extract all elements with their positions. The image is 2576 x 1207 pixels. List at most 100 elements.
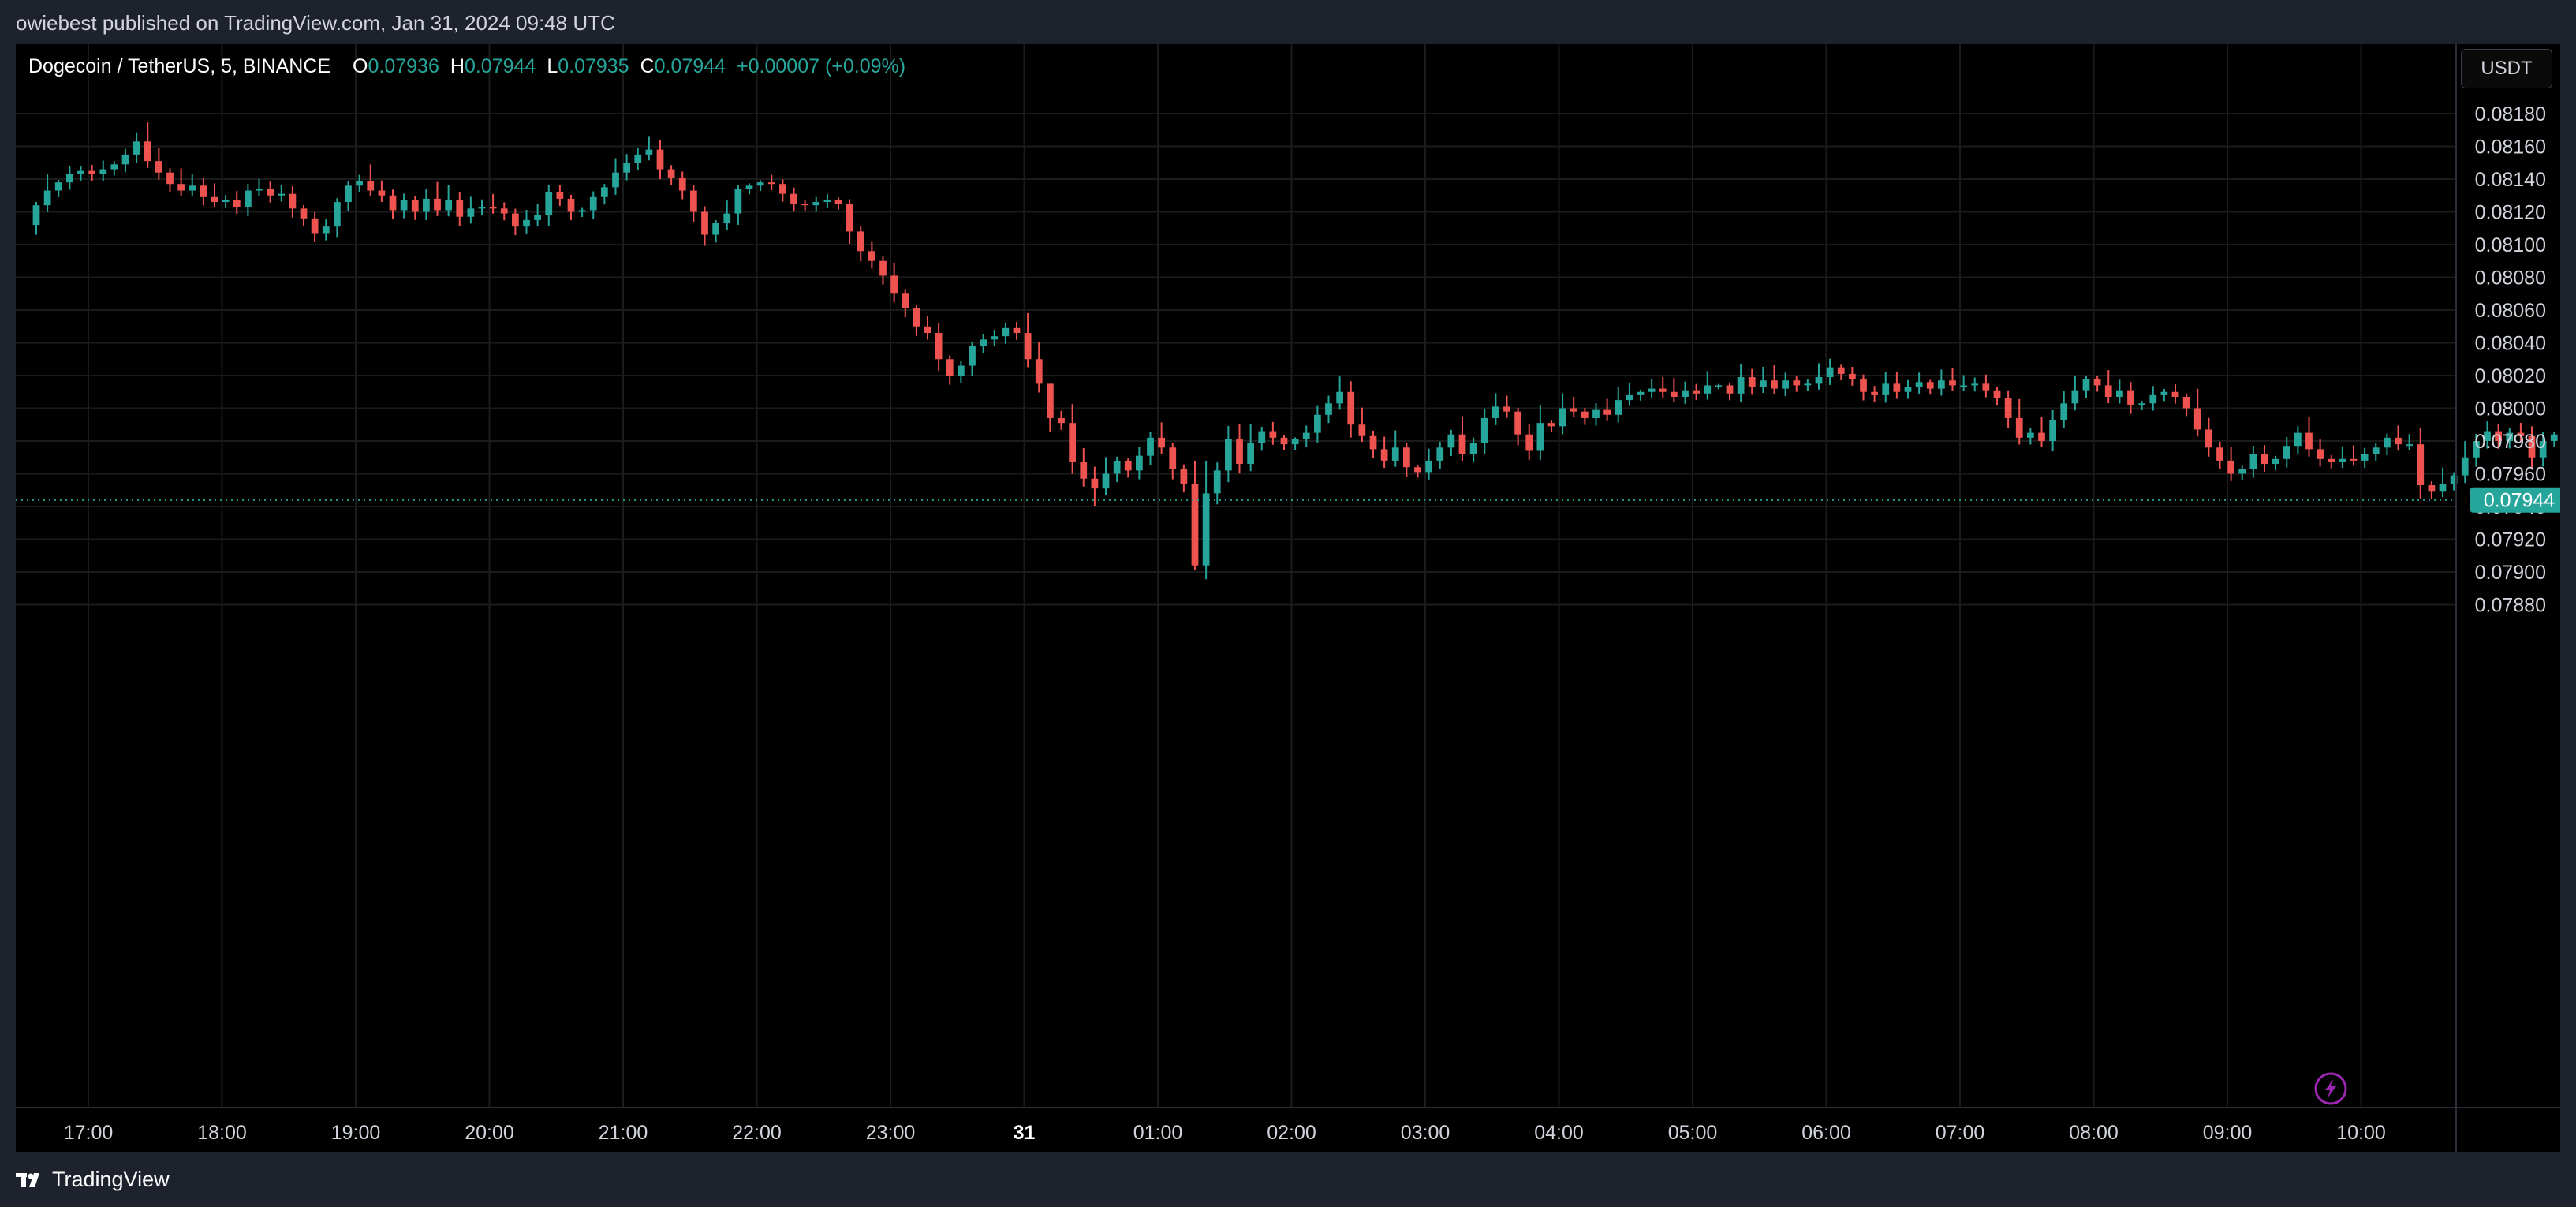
x-tick-label: 22:00 — [732, 1122, 782, 1144]
candle-body — [411, 200, 419, 212]
candle-body — [2283, 446, 2290, 459]
candle-body — [890, 275, 898, 294]
x-tick-label: 23:00 — [866, 1122, 916, 1144]
candle-body — [778, 184, 786, 194]
candle-body — [65, 174, 73, 183]
candle-body — [1882, 383, 1890, 395]
candle-body — [2026, 432, 2034, 438]
candle-body — [634, 154, 642, 163]
candle-body — [1937, 380, 1945, 389]
candle-body — [1670, 391, 1678, 397]
candle-body — [88, 170, 96, 174]
candle-body — [311, 218, 319, 234]
candle-body — [2339, 458, 2346, 462]
candle-body — [1302, 432, 1310, 439]
candle-body — [2350, 458, 2358, 461]
candle-body — [467, 208, 475, 217]
candle-body — [545, 192, 553, 215]
candle-body — [2082, 379, 2090, 390]
candle-body — [77, 170, 84, 174]
symbol-legend: Dogecoin / TetherUS, 5, BINANCE O 0.07936… — [28, 55, 905, 78]
tradingview-logo[interactable]: TradingView — [16, 1168, 170, 1192]
candle-body — [500, 208, 508, 214]
candle-body — [589, 196, 597, 211]
tradingview-logo-icon — [16, 1172, 39, 1187]
candle-body — [322, 226, 330, 234]
y-tick-label: 0.07880 — [2475, 595, 2546, 617]
candle-body — [2517, 432, 2525, 436]
open-label: O — [353, 55, 368, 77]
candle-body — [567, 198, 575, 212]
y-tick-label: 0.08020 — [2475, 365, 2546, 387]
x-tick-label: 20:00 — [465, 1122, 514, 1144]
candle-body — [2071, 390, 2079, 404]
candle-body — [2305, 432, 2313, 450]
x-tick-label: 17:00 — [64, 1122, 114, 1144]
candle-body — [578, 210, 586, 212]
candle-body — [2227, 460, 2235, 474]
candle-body — [1904, 387, 1912, 392]
lightning-bolt-icon — [2325, 1079, 2336, 1098]
candle-body — [2193, 408, 2201, 430]
candle-body — [1726, 385, 1734, 394]
candle-body — [2272, 458, 2279, 465]
candle-body — [2484, 431, 2491, 441]
symbol-name[interactable]: Dogecoin / TetherUS, 5, BINANCE — [28, 55, 331, 77]
candle-body — [1559, 408, 1566, 427]
y-tick-label: 0.08080 — [2475, 267, 2546, 290]
candle-body — [2328, 458, 2335, 462]
candle-body — [723, 213, 731, 224]
x-tick-label: 09:00 — [2203, 1122, 2253, 1144]
x-tick-label: 07:00 — [1936, 1122, 1985, 1144]
candle-body — [434, 198, 441, 211]
candle-body — [1469, 443, 1477, 454]
candle-body — [144, 141, 151, 162]
candle-body — [32, 205, 40, 226]
candle-body — [1269, 431, 1277, 438]
candle-body — [1759, 380, 1767, 387]
candle-body — [1180, 469, 1188, 484]
candle-body — [534, 215, 542, 220]
candle-body — [2038, 432, 2045, 441]
candle-body — [2461, 457, 2469, 476]
candle-body — [200, 185, 207, 197]
candle-body — [1748, 377, 1756, 387]
candle-body — [1102, 473, 1110, 489]
footer: TradingView — [0, 1152, 2576, 1207]
candle-body — [2216, 447, 2223, 461]
candle-body — [1414, 467, 1421, 473]
currency-button[interactable]: USDT — [2461, 49, 2552, 88]
candle-body — [1871, 391, 1879, 395]
candle-body — [389, 195, 397, 211]
candle-body — [1971, 383, 1979, 386]
candle-body — [2317, 449, 2324, 459]
candle-body — [2406, 444, 2414, 447]
candle-body — [2115, 390, 2123, 397]
candle-body — [957, 365, 965, 376]
candle-body — [456, 200, 464, 217]
candle-body — [857, 231, 864, 252]
candle-body — [801, 204, 809, 206]
x-tick-label: 06:00 — [1801, 1122, 1851, 1144]
candle-body — [1191, 483, 1199, 566]
open-value: 0.07936 — [368, 55, 439, 77]
candle-body — [1826, 367, 1834, 378]
candle-body — [1013, 327, 1021, 334]
candle-body — [1080, 462, 1088, 479]
candle-body — [2495, 431, 2503, 441]
candle-body — [99, 169, 107, 174]
candle-body — [667, 169, 675, 178]
candle-body — [1325, 403, 1332, 415]
chart-area[interactable]: 0.078800.079000.079200.079400.079600.079… — [16, 44, 2560, 1152]
candle-body — [1848, 373, 1856, 379]
candle-body — [991, 336, 999, 340]
candle-body — [1002, 327, 1010, 337]
candle-body — [1860, 379, 1867, 392]
candle-body — [1035, 359, 1043, 384]
candlestick-chart[interactable]: 0.078800.079000.079200.079400.079600.079… — [16, 44, 2560, 1152]
candle-body — [1224, 439, 1232, 471]
candle-body — [935, 333, 943, 360]
candle-body — [2238, 469, 2246, 474]
candle-body — [1113, 460, 1121, 474]
y-tick-label: 0.08000 — [2475, 398, 2546, 420]
